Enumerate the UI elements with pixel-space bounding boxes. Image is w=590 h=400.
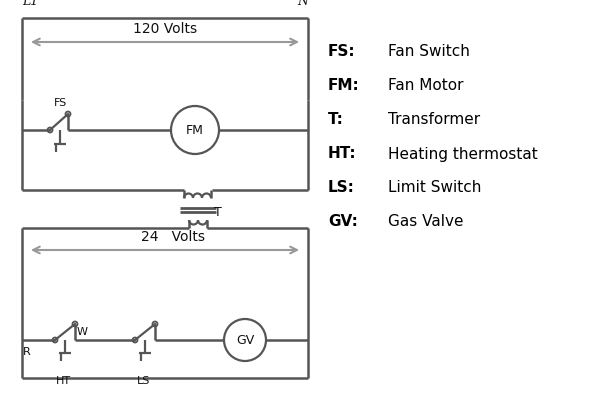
Text: Gas Valve: Gas Valve xyxy=(388,214,464,230)
Text: HT:: HT: xyxy=(328,146,356,162)
Text: FM: FM xyxy=(186,124,204,136)
Text: Fan Motor: Fan Motor xyxy=(388,78,464,94)
Text: LS: LS xyxy=(137,376,150,386)
Text: HT: HT xyxy=(55,376,71,386)
Text: Fan Switch: Fan Switch xyxy=(388,44,470,60)
Text: FS: FS xyxy=(54,98,67,108)
Text: FS:: FS: xyxy=(328,44,356,60)
Text: R: R xyxy=(23,347,31,357)
Text: T: T xyxy=(214,206,222,218)
Text: 24   Volts: 24 Volts xyxy=(141,230,205,244)
Text: W: W xyxy=(77,327,88,337)
Text: N: N xyxy=(297,0,308,8)
Text: LS:: LS: xyxy=(328,180,355,196)
Text: Transformer: Transformer xyxy=(388,112,480,128)
Text: GV: GV xyxy=(236,334,254,346)
Text: T:: T: xyxy=(328,112,344,128)
Text: Limit Switch: Limit Switch xyxy=(388,180,481,196)
Text: L1: L1 xyxy=(22,0,38,8)
Text: FM:: FM: xyxy=(328,78,360,94)
Text: GV:: GV: xyxy=(328,214,358,230)
Text: Heating thermostat: Heating thermostat xyxy=(388,146,537,162)
Text: 120 Volts: 120 Volts xyxy=(133,22,197,36)
